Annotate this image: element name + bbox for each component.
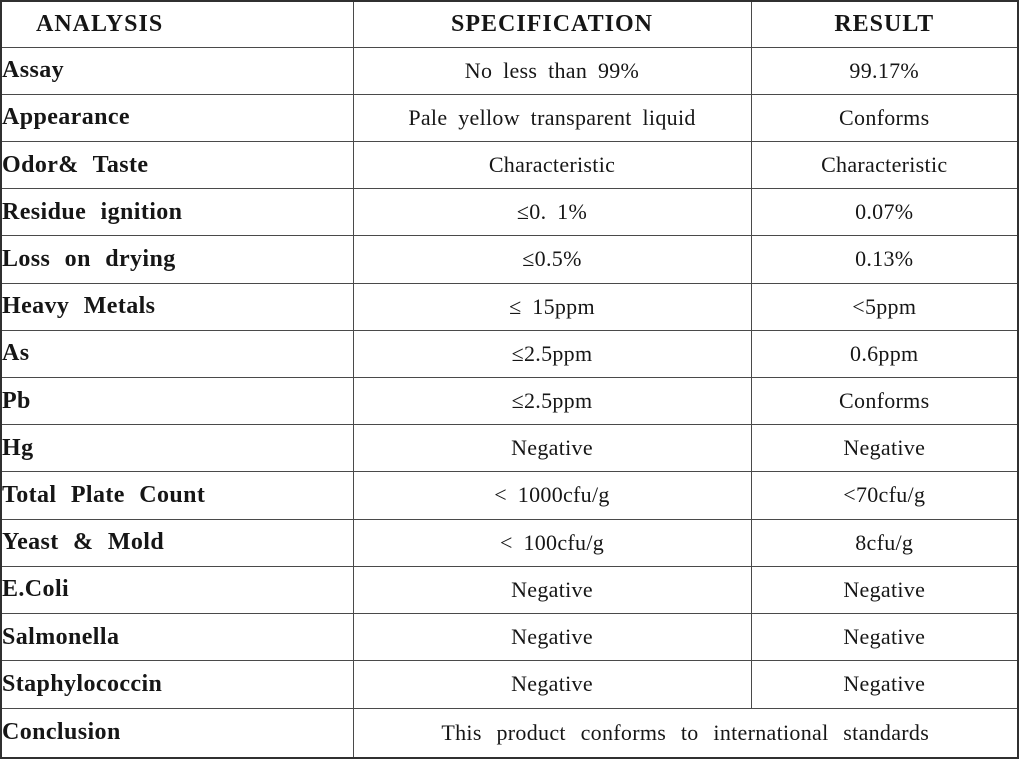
result-cell: Negative [750, 565, 1019, 614]
table-row: Salmonella Negative Negative [0, 612, 1019, 662]
result-cell: Negative [750, 424, 1019, 473]
specification-cell: ≤2.5ppm [352, 376, 752, 426]
specification-cell: < 100cfu/g [352, 518, 752, 567]
specification-cell: ≤0. 1% [352, 188, 752, 237]
table-row: E.Coli Negative Negative [0, 565, 1019, 614]
column-header-specification: SPECIFICATION [352, 0, 752, 48]
analysis-cell: Residue ignition [0, 188, 354, 237]
analysis-cell: As [0, 329, 354, 378]
specification-cell: < 1000cfu/g [352, 471, 752, 520]
header-row: ANALYSIS SPECIFICATION RESULT [0, 0, 1019, 48]
specification-cell: ≤0.5% [352, 235, 752, 284]
result-cell: <70cfu/g [750, 471, 1019, 520]
specification-cell: Negative [352, 424, 752, 473]
specification-cell: Pale yellow transparent liquid [352, 93, 752, 142]
analysis-cell: Loss on drying [0, 235, 354, 284]
analysis-cell: Yeast & Mold [0, 518, 354, 567]
analysis-cell: Pb [0, 376, 354, 426]
analysis-cell: Odor& Taste [0, 140, 354, 190]
analysis-cell: Heavy Metals [0, 282, 354, 331]
conclusion-row: Conclusion This product conforms to inte… [0, 707, 1019, 759]
result-cell: 8cfu/g [750, 518, 1019, 567]
analysis-cell: Staphylococcin [0, 660, 354, 709]
result-cell: 99.17% [750, 46, 1019, 95]
result-cell: 0.6ppm [750, 329, 1019, 378]
result-cell: 0.07% [750, 188, 1019, 237]
table-row: Staphylococcin Negative Negative [0, 660, 1019, 709]
column-header-analysis: ANALYSIS [0, 0, 354, 48]
specification-cell: Characteristic [352, 140, 752, 190]
table-row: Appearance Pale yellow transparent liquid… [0, 93, 1019, 142]
table-row: As ≤2.5ppm 0.6ppm [0, 329, 1019, 378]
specification-cell: Negative [352, 660, 752, 709]
column-header-result: RESULT [750, 0, 1019, 48]
result-cell: <5ppm [750, 282, 1019, 331]
result-cell: Characteristic [750, 140, 1019, 190]
analysis-cell: Appearance [0, 93, 354, 142]
analysis-cell: Hg [0, 424, 354, 473]
specification-cell: ≤2.5ppm [352, 329, 752, 378]
table-body: Assay No less than 99% 99.17% Appearance Pal… [0, 46, 1019, 709]
result-cell: 0.13% [750, 235, 1019, 284]
specification-cell: No less than 99% [352, 46, 752, 95]
conclusion-label-cell: Conclusion [0, 707, 354, 759]
analysis-cell: E.Coli [0, 565, 354, 614]
specification-cell: ≤ 15ppm [352, 282, 752, 331]
result-cell: Negative [750, 612, 1019, 662]
table-row: Hg Negative Negative [0, 424, 1019, 473]
specification-cell: Negative [352, 612, 752, 662]
analysis-cell: Total Plate Count [0, 471, 354, 520]
table-row: Assay No less than 99% 99.17% [0, 46, 1019, 95]
table-row: Loss on drying ≤0.5% 0.13% [0, 235, 1019, 284]
table-row: Yeast & Mold < 100cfu/g 8cfu/g [0, 518, 1019, 567]
result-cell: Negative [750, 660, 1019, 709]
analysis-cell: Salmonella [0, 612, 354, 662]
result-cell: Conforms [750, 376, 1019, 426]
conclusion-text-cell: This product conforms to international s… [352, 707, 1019, 759]
table-row: Pb ≤2.5ppm Conforms [0, 376, 1019, 426]
table-row: Odor& Taste Characteristic Characteristic [0, 140, 1019, 190]
table-row: Residue ignition ≤0. 1% 0.07% [0, 188, 1019, 237]
analysis-cell: Assay [0, 46, 354, 95]
table-row: Heavy Metals ≤ 15ppm <5ppm [0, 282, 1019, 331]
table-row: Total Plate Count < 1000cfu/g <70cfu/g [0, 471, 1019, 520]
result-cell: Conforms [750, 93, 1019, 142]
specification-cell: Negative [352, 565, 752, 614]
